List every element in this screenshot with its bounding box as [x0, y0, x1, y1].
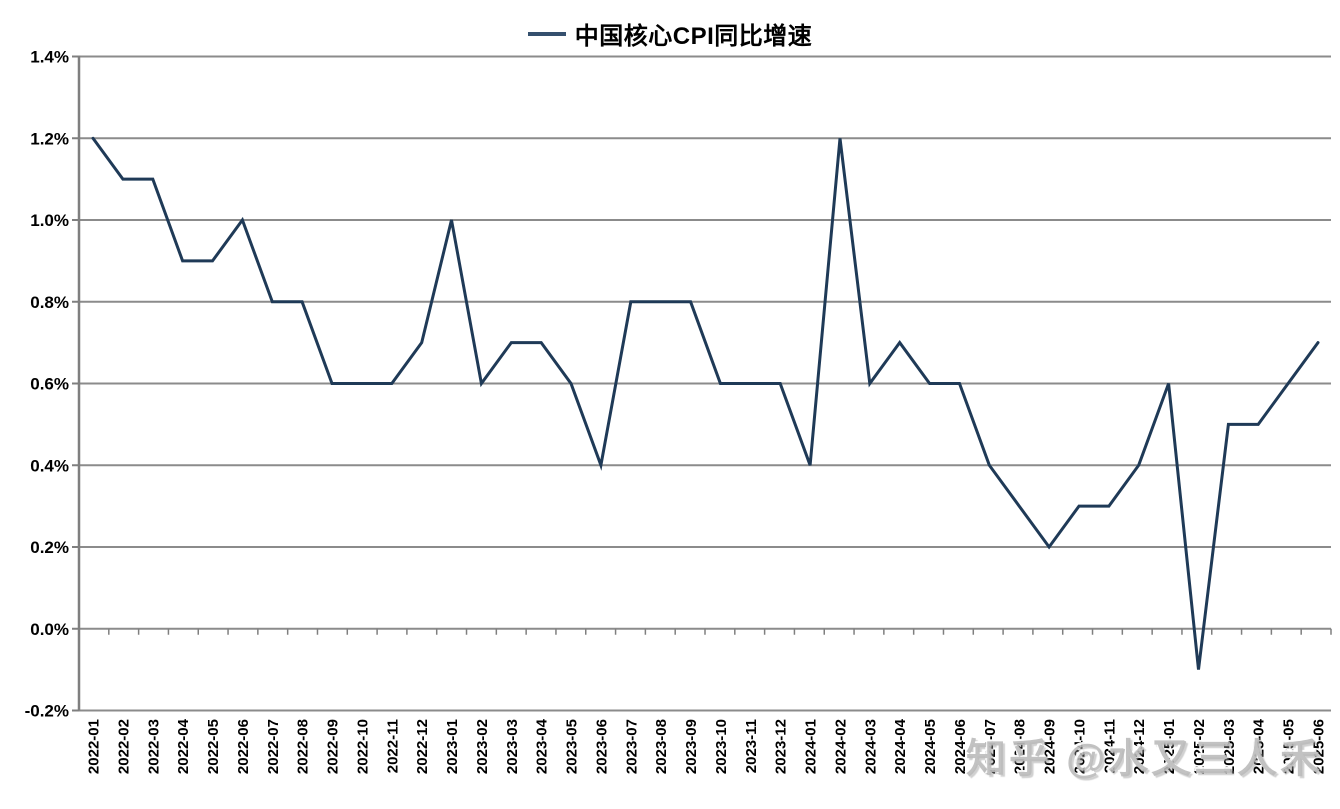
x-tick-label: 2024-04	[892, 718, 909, 774]
x-tick-label: 2022-08	[295, 719, 312, 774]
x-tick-label: 2024-11	[1101, 719, 1118, 773]
y-tick-label: 0.8%	[30, 293, 69, 312]
axes	[72, 55, 1332, 712]
y-tick-label: 0.2%	[30, 538, 69, 557]
y-tick-label: 0.0%	[30, 620, 69, 639]
x-tick-label: 2024-06	[952, 719, 969, 774]
x-tick-label: 2025-03	[1221, 719, 1238, 774]
x-tick-label: 2024-01	[803, 719, 820, 774]
y-tick-label: 1.2%	[30, 129, 69, 148]
x-tick-label: 2023-10	[713, 719, 730, 774]
x-tick-label: 2024-07	[982, 719, 999, 774]
y-tick-label: 1.0%	[30, 211, 69, 230]
chart-legend[interactable]: 中国核心CPI同比增速	[0, 16, 1340, 51]
x-tick-label: 2024-12	[1131, 719, 1148, 774]
x-tick-label: 2022-01	[86, 719, 103, 774]
x-tick-label: 2023-06	[593, 719, 610, 774]
x-tick-label: 2022-07	[265, 719, 282, 774]
data-series	[91, 136, 1320, 670]
y-tick-label: 0.6%	[30, 375, 69, 394]
y-axis-labels: 1.4% 1.2% 1.0% 0.8% 0.6% 0.4% 0.2% 0.0% -0.2%	[25, 48, 69, 721]
x-tick-label: 2023-11	[743, 719, 760, 773]
cpi-series-line	[91, 136, 1320, 670]
y-tick-label: 1.4%	[30, 48, 69, 67]
x-tick-label: 2023-02	[474, 719, 491, 774]
x-tick-label: 2022-06	[235, 719, 252, 774]
x-tick-label: 2023-08	[653, 719, 670, 774]
legend-line-swatch	[527, 31, 566, 36]
x-tick-label: 2024-02	[832, 719, 849, 774]
x-tick-label: 2022-12	[414, 719, 431, 774]
y-tick-label: 0.4%	[30, 456, 69, 475]
x-axis-labels: 2022-01 2022-02 2022-03 2022-04 2022-05 2022-…	[86, 718, 1328, 774]
x-tick-label: 2022-10	[354, 719, 371, 774]
x-tick-label: 2022-03	[145, 719, 162, 774]
x-tick-label: 2023-12	[773, 719, 790, 774]
x-tick-label: 2025-02	[1191, 719, 1208, 774]
x-tick-label: 2023-05	[564, 719, 581, 774]
x-tick-label: 2023-07	[623, 719, 640, 774]
x-tick-label: 2023-03	[504, 719, 521, 774]
legend-label: 中国核心CPI同比增速	[574, 23, 813, 50]
x-tick-label: 2024-03	[862, 719, 879, 774]
gridlines	[79, 55, 1331, 712]
x-tick-label: 2025-01	[1161, 719, 1178, 774]
x-tick-label: 2024-05	[922, 719, 939, 774]
x-tick-label: 2023-09	[683, 719, 700, 774]
x-tick-label: 2024-09	[1042, 719, 1059, 774]
x-tick-label: 2023-04	[534, 718, 551, 774]
x-tick-label: 2022-04	[175, 718, 192, 774]
x-tick-label: 2022-11	[384, 719, 401, 773]
x-tick-label: 2025-04	[1251, 718, 1268, 774]
x-tick-label: 2025-06	[1311, 719, 1328, 774]
x-tick-label: 2024-08	[1012, 719, 1029, 774]
x-tick-label: 2022-05	[205, 719, 222, 774]
y-tick-label: -0.2%	[25, 702, 69, 721]
x-tick-label: 2024-10	[1071, 719, 1088, 774]
x-tick-label: 2022-09	[325, 719, 342, 774]
x-tick-label: 2022-02	[115, 719, 132, 774]
x-tick-label: 2025-05	[1281, 719, 1298, 774]
x-tick-label: 2023-01	[444, 719, 461, 774]
